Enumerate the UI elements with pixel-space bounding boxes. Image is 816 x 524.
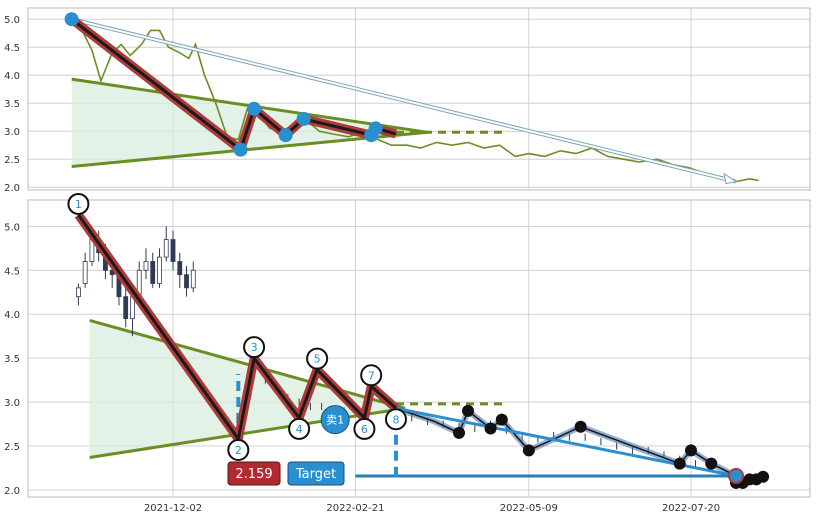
candle-body (190, 269, 196, 289)
bottom-candle-panel: 2.0 2.5 3.0 3.5 4.0 4.5 5.0 2021-12-02 2022-02-2… (4, 192, 811, 514)
pivot-label-text: 8 (392, 413, 399, 426)
y-tick-label: 4.0 (4, 310, 20, 321)
projection-dot (705, 457, 718, 470)
y-tick-label: 4.5 (4, 43, 20, 54)
projection-dot (673, 457, 686, 470)
y-tick-label: 3.0 (4, 398, 20, 409)
pivot-point (233, 142, 248, 157)
projection-dot (453, 426, 466, 439)
pivot-label-text: 5 (314, 353, 321, 366)
sell-marker-text: 卖1 (326, 414, 344, 427)
candle-body (82, 261, 88, 284)
pivot-label-circle (353, 417, 376, 440)
pivot-label-circle (67, 192, 90, 215)
candle-body (123, 296, 129, 320)
y-tick-label: 5.0 (4, 222, 20, 233)
target-labels: 2.159 Target (227, 461, 345, 486)
target-label-text: Target (295, 467, 336, 482)
projection-dot (757, 470, 770, 483)
y-tick-label: 3.5 (4, 354, 20, 365)
x-tick-label: 2022-05-09 (500, 503, 558, 514)
y-tick-label: 4.5 (4, 266, 20, 277)
zigzag-inner (77, 214, 397, 441)
pivot-point (368, 121, 383, 136)
y-tick-label: 4.0 (4, 71, 20, 82)
top-price-panel: 2.0 2.5 3.0 3.5 4.0 4.5 5.0 (4, 7, 811, 194)
projection-dot (484, 422, 497, 435)
target-label-badge (287, 461, 345, 486)
y-tick-label: 2.5 (4, 442, 20, 453)
pivot-label-text: 4 (296, 423, 303, 436)
candle-body (177, 261, 183, 276)
projection-dot (574, 420, 587, 433)
projection-arrow-head (723, 172, 738, 185)
pivot-label-circle (360, 364, 383, 387)
pivot-label-circle (384, 408, 407, 431)
y-tick-label: 3.0 (4, 127, 20, 138)
pivot-point (64, 12, 79, 27)
target-price-text: 2.159 (235, 467, 272, 482)
target-price-badge (227, 461, 281, 486)
pivot-label-text: 1 (75, 198, 82, 211)
x-tick-label: 2022-02-21 (326, 503, 384, 514)
y-tick-label: 2.0 (4, 183, 20, 194)
sell-marker-circle (320, 405, 350, 435)
lower-trendline (89, 406, 406, 459)
pivot-label-text: 7 (368, 369, 375, 382)
projection-dot (522, 444, 535, 457)
projection-dot (685, 444, 697, 457)
pivot-label-circle (288, 417, 311, 440)
y-tick-label: 2.5 (4, 155, 20, 166)
pivot-point (278, 128, 293, 143)
candle-body (157, 256, 162, 284)
pivot-point (247, 101, 262, 116)
pivot-label-circle (243, 336, 266, 359)
candle-body (150, 261, 156, 284)
upper-trendline (89, 318, 406, 410)
projection-dot (495, 413, 508, 426)
candle-body (143, 261, 149, 271)
x-tick-label: 2021-12-02 (144, 503, 202, 514)
y-tick-label: 5.0 (4, 15, 20, 26)
candle-body (163, 239, 169, 258)
target-end-point (728, 467, 745, 484)
x-tick-label: 2022-07-20 (662, 503, 720, 514)
pivot-label-circle (306, 347, 329, 370)
y-tick-label: 2.0 (4, 486, 20, 497)
pivot-label-text: 6 (361, 423, 368, 436)
candle-body (76, 287, 81, 298)
pivot-label-circle (227, 439, 250, 462)
pivot-label-text: 3 (251, 341, 258, 354)
pivot-point (296, 111, 311, 126)
projection-dot (462, 404, 475, 417)
candle-body (170, 239, 176, 262)
y-tick-label: 3.5 (4, 99, 20, 110)
candle-body (184, 274, 189, 289)
pivot-label-text: 2 (235, 444, 242, 457)
projection-arrow-core (71, 18, 737, 183)
